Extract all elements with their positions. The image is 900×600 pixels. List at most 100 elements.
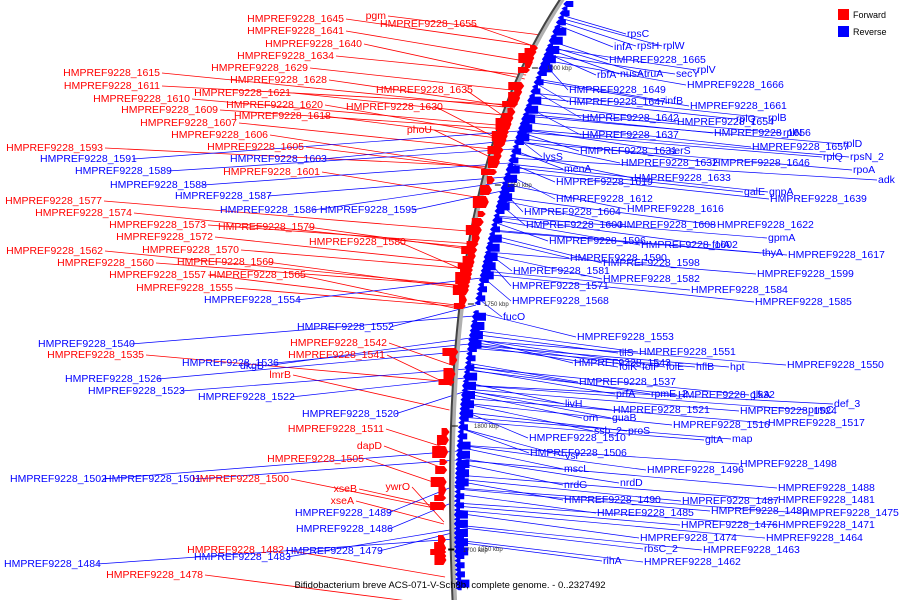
forward-gene-arrow (435, 466, 448, 474)
reverse-gene-arrow (464, 360, 471, 365)
reverse-leader-line (489, 238, 570, 259)
reverse-gene-label: HMPREF9228_1487 (682, 495, 779, 507)
forward-gene-label: HMPREF9228_1611 (64, 80, 160, 92)
reverse-leader-line (462, 402, 673, 426)
reverse-gene-arrow (494, 208, 505, 214)
forward-leader-line (363, 43, 525, 80)
reverse-gene-arrow (536, 70, 547, 76)
forward-gene-label: xseB (334, 483, 357, 495)
reverse-gene-label: HMPREF9228_1665 (609, 54, 706, 66)
reverse-leader-line (493, 221, 549, 242)
forward-gene-arrow (438, 379, 455, 385)
forward-gene-label: HMPREF9228_1569 (177, 256, 274, 268)
reverse-leader-line (508, 166, 744, 193)
forward-gene-label: HMPREF9228_1562 (6, 245, 103, 257)
reverse-gene-label: prmC (808, 404, 834, 416)
reverse-gene-arrow (455, 450, 470, 459)
reverse-leader-line (456, 474, 778, 501)
reverse-gene-label: rbsC_2 (644, 543, 678, 555)
reverse-leader-line (545, 54, 676, 75)
reverse-leader-line (455, 524, 703, 551)
forward-leader-line (269, 134, 496, 171)
reverse-leader-line (464, 384, 834, 405)
reverse-leader-line (482, 270, 691, 291)
tick-label: 1050 kbp (507, 183, 532, 189)
reverse-leader-line (528, 102, 677, 123)
reverse-gene-label: HMPREF9228_1590 (570, 252, 667, 264)
reverse-gene-label: HMPREF9228_1657 (752, 141, 849, 153)
reverse-leader-line (167, 148, 514, 172)
reverse-gene-arrow (462, 381, 477, 390)
reverse-leader-line (512, 152, 634, 179)
reverse-gene-label: hflB (696, 361, 714, 373)
reverse-gene-label: HMPREF9228_1479 (286, 545, 383, 557)
reverse-leader-line (464, 384, 808, 411)
forward-gene-label: dapD (357, 440, 383, 452)
legend-reverse-swatch (838, 26, 849, 37)
forward-gene-label: HMPREF9228_1628 (230, 74, 327, 86)
forward-gene-label: HMPREF9228_1609 (121, 104, 218, 116)
forward-leader-line (309, 67, 521, 92)
reverse-gene-label: rplV (697, 64, 716, 76)
reverse-gene-label: HMPREF9228_1463 (703, 544, 800, 556)
reverse-gene-arrow (458, 420, 465, 425)
reverse-leader-line (515, 141, 853, 171)
forward-leader-line (345, 30, 531, 63)
reverse-gene-arrow (464, 364, 475, 371)
reverse-leader-line (457, 462, 564, 486)
reverse-leader-line (456, 505, 681, 526)
reverse-gene-label: serS (669, 145, 691, 157)
reverse-gene-label: HMPREF9228_1498 (740, 458, 837, 470)
forward-gene-arrow (452, 285, 469, 295)
reverse-gene-label: HMPREF9228_1517 (768, 417, 865, 429)
reverse-gene-arrow (475, 295, 486, 302)
forward-gene-label: HMPREF9228_1606 (171, 129, 268, 141)
reverse-leader-line (463, 390, 613, 411)
reverse-gene-label: HMPREF9228_1537 (579, 376, 676, 388)
forward-leader-line (387, 15, 542, 36)
reverse-gene-label: rihA (603, 555, 622, 567)
reverse-leader-line (264, 337, 471, 367)
forward-leader-line (104, 250, 468, 287)
reverse-leader-line (535, 80, 690, 107)
reverse-gene-label: HMPREF9228_1646 (713, 157, 810, 169)
reverse-gene-label: HMPREF9228_1631 (580, 145, 677, 157)
reverse-gene-arrow (455, 586, 462, 591)
forward-gene-arrow (442, 348, 459, 356)
forward-gene-arrow (430, 502, 447, 510)
reverse-gene-label: HMPREF9228_1603 (230, 153, 327, 165)
reverse-gene-label: HMPREF9228_1524 (740, 405, 837, 417)
forward-gene-label: HMPREF9228_1541 (288, 349, 385, 361)
reverse-leader-line (470, 337, 574, 364)
reverse-gene-arrow (552, 27, 567, 36)
reverse-gene-arrow (454, 484, 465, 490)
tick-label: 1700 kbp (463, 548, 488, 554)
forward-gene-label: HMPREF9228_1511 (288, 423, 384, 435)
reverse-leader-line (519, 128, 669, 152)
reverse-leader-line (456, 478, 682, 502)
reverse-gene-arrow (492, 217, 503, 224)
forward-gene-label: HMPREF9228_1570 (142, 244, 239, 256)
reverse-leader-line (474, 311, 577, 338)
reverse-gene-label: mscL (564, 463, 589, 475)
forward-gene-arrow (434, 555, 447, 565)
reverse-leader-line (559, 17, 663, 47)
reverse-leader-line (96, 538, 457, 565)
forward-gene-label: HMPREF9228_1605 (207, 141, 304, 153)
reverse-leader-line (459, 427, 565, 457)
forward-leader-line (161, 85, 516, 106)
reverse-gene-arrow (454, 493, 465, 500)
reverse-leader-line (456, 488, 711, 512)
forward-gene-label: HMPREF9228_1579 (218, 221, 315, 233)
reverse-leader-line (560, 14, 627, 35)
reverse-gene-label: HMPREF9228_1589 (75, 165, 172, 177)
reverse-gene-arrow (471, 312, 486, 321)
forward-gene-label: HMPREF9228_1574 (35, 207, 132, 219)
reverse-gene-label: HMPREF9228_1552 (297, 321, 394, 333)
forward-leader-line (103, 200, 480, 233)
forward-gene-arrow (487, 146, 504, 154)
reverse-gene-label: nrdG (564, 479, 587, 491)
forward-leader-line (266, 261, 468, 290)
reverse-leader-line (519, 128, 850, 158)
reverse-gene-label: folA (712, 239, 730, 251)
